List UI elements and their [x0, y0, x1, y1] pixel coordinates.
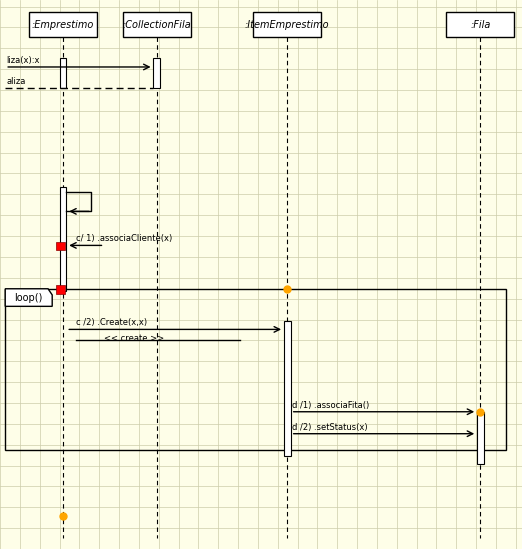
Text: :ItemEmprestimo: :ItemEmprestimo: [245, 20, 329, 30]
Bar: [56, 242, 65, 250]
Bar: [153, 58, 160, 88]
Text: :CollectionFila: :CollectionFila: [122, 20, 191, 30]
Polygon shape: [5, 289, 52, 306]
Bar: [29, 12, 97, 37]
Bar: [446, 12, 514, 37]
Text: << create >>: << create >>: [104, 334, 164, 343]
Bar: [477, 412, 484, 464]
Text: :Emprestimo: :Emprestimo: [31, 20, 94, 30]
Text: :Fila: :Fila: [470, 20, 491, 30]
Bar: [56, 285, 65, 294]
Text: c/ 1) .associaCliente(x): c/ 1) .associaCliente(x): [76, 234, 172, 243]
Bar: [284, 321, 291, 456]
Text: aliza: aliza: [6, 77, 26, 86]
Bar: [123, 12, 191, 37]
Bar: [60, 187, 66, 291]
Text: d /1) .associaFita(): d /1) .associaFita(): [292, 401, 370, 410]
Bar: [5, 289, 506, 450]
Text: c /2) .Create(x,x): c /2) .Create(x,x): [76, 318, 147, 327]
Text: liza(x):x: liza(x):x: [6, 56, 40, 65]
Bar: [60, 58, 66, 88]
Text: d /2) .setStatus(x): d /2) .setStatus(x): [292, 423, 368, 432]
Text: loop(): loop(): [15, 293, 43, 302]
Bar: [253, 12, 321, 37]
